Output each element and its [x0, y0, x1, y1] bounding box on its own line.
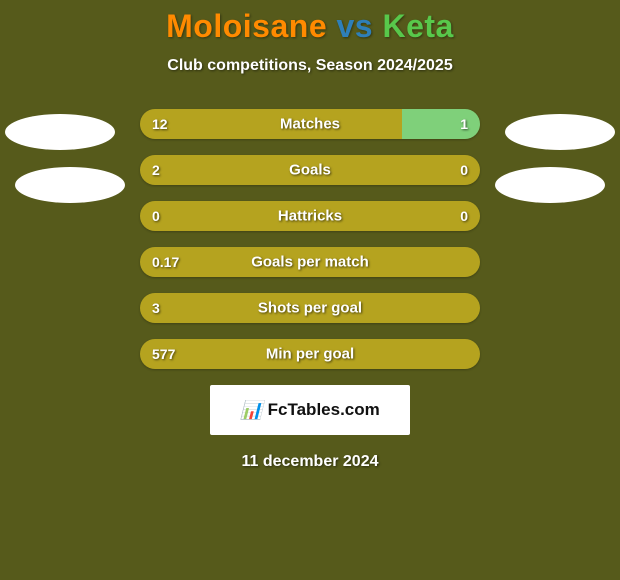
chart-icon: 📊 — [240, 400, 261, 421]
stat-row: 3 Shots per goal — [140, 293, 480, 323]
stat-seg-right — [402, 109, 480, 139]
stat-value-right: 1 — [460, 116, 468, 132]
stat-label: Shots per goal — [258, 300, 362, 317]
comparison-infographic: Moloisane vs Keta Club competitions, Sea… — [0, 0, 620, 580]
page-title: Moloisane vs Keta — [0, 8, 620, 45]
stat-seg-left — [140, 109, 402, 139]
source-logo: 📊 FcTables.com — [210, 385, 410, 435]
stat-row: 12 1 Matches — [140, 109, 480, 139]
source-name: FcTables.com — [268, 400, 380, 420]
date-label: 11 december 2024 — [0, 453, 620, 471]
player-a-name: Moloisane — [166, 8, 327, 44]
stat-value-left: 0 — [152, 208, 160, 224]
stat-value-right: 0 — [460, 208, 468, 224]
player-b-avatar-placeholder — [495, 167, 605, 203]
stat-value-left: 577 — [152, 346, 175, 362]
stat-label: Hattricks — [278, 208, 342, 225]
stat-label: Goals per match — [251, 254, 369, 271]
stat-bars: 12 1 Matches 2 0 Goals 0 0 Hattricks 0.17 Goals pe… — [140, 109, 480, 369]
stat-label: Min per goal — [266, 346, 354, 363]
stat-label: Goals — [289, 162, 331, 179]
stat-label: Matches — [280, 116, 340, 133]
subtitle: Club competitions, Season 2024/2025 — [0, 57, 620, 75]
player-a-avatar-placeholder — [5, 114, 115, 150]
stat-value-left: 2 — [152, 162, 160, 178]
vs-separator: vs — [337, 8, 374, 44]
stat-row: 0 0 Hattricks — [140, 201, 480, 231]
player-b-avatar-placeholder — [505, 114, 615, 150]
stat-value-right: 0 — [460, 162, 468, 178]
stat-value-left: 12 — [152, 116, 168, 132]
stat-value-left: 3 — [152, 300, 160, 316]
stat-row: 577 Min per goal — [140, 339, 480, 369]
chart-area: 12 1 Matches 2 0 Goals 0 0 Hattricks 0.17 Goals pe… — [0, 109, 620, 369]
stat-row: 2 0 Goals — [140, 155, 480, 185]
player-a-avatar-placeholder — [15, 167, 125, 203]
player-b-name: Keta — [382, 8, 453, 44]
stat-row: 0.17 Goals per match — [140, 247, 480, 277]
stat-value-left: 0.17 — [152, 254, 179, 270]
